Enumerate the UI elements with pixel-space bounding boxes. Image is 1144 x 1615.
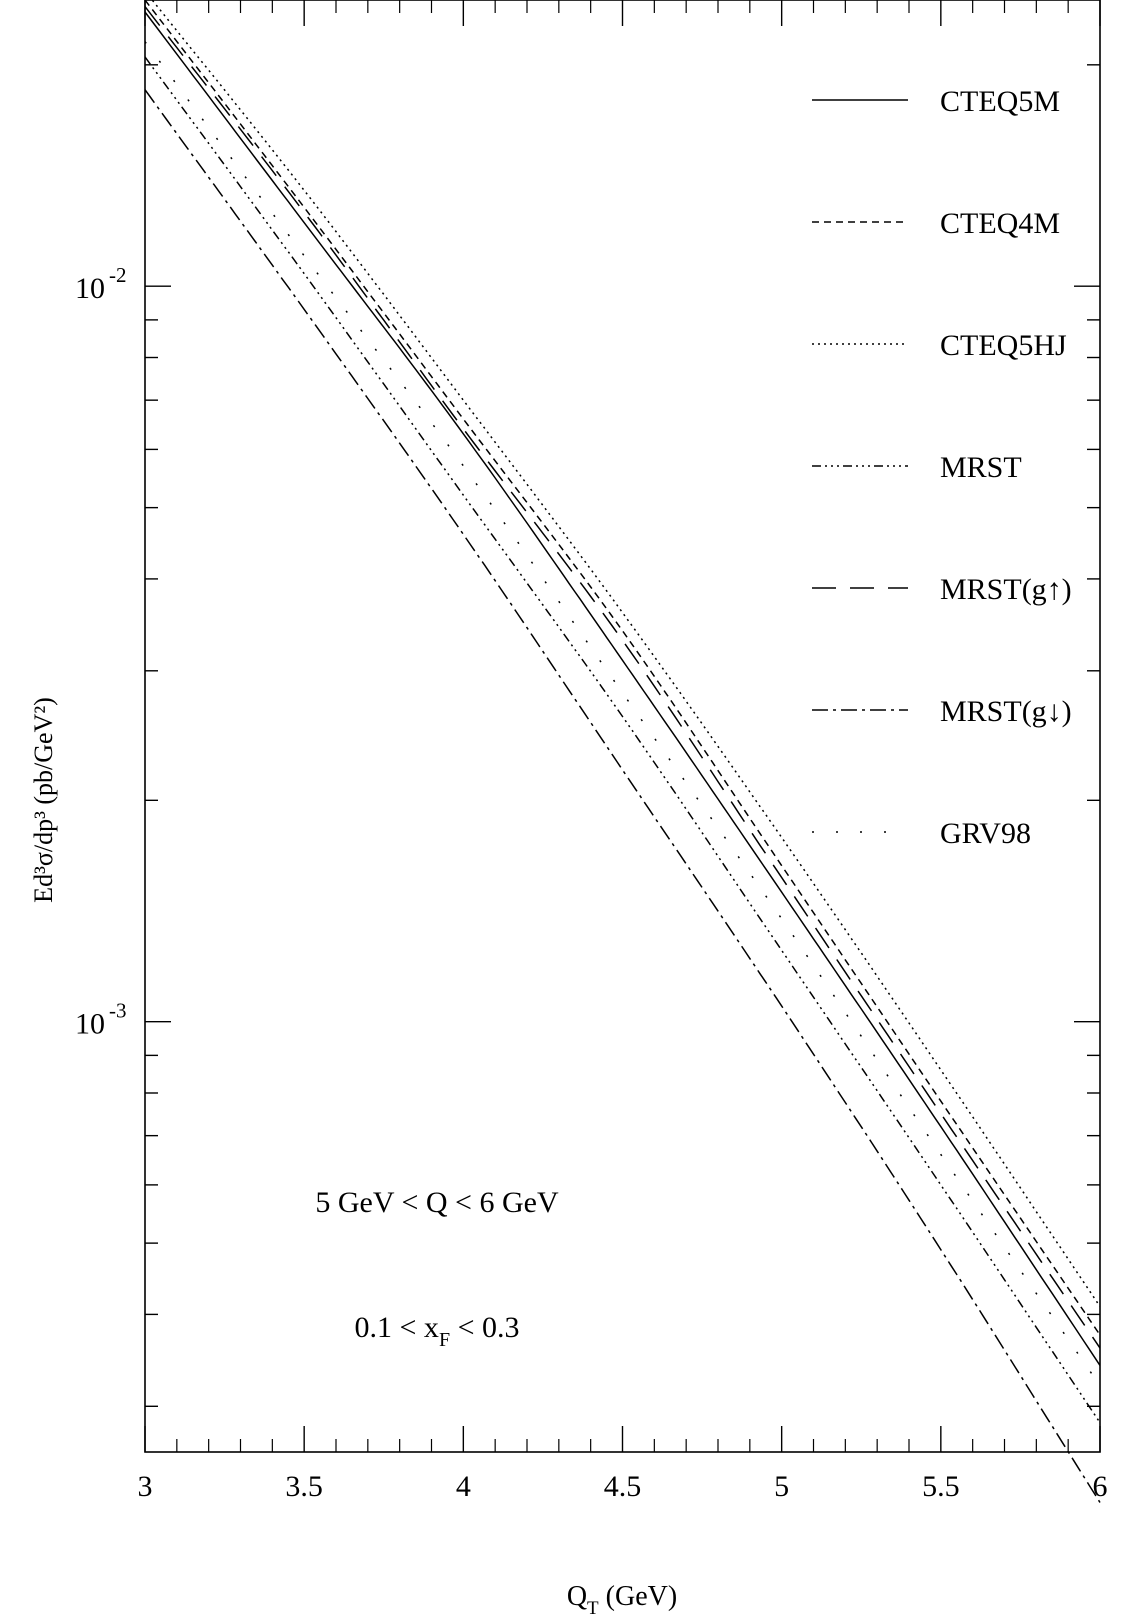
series-line-mrst xyxy=(144,56,1101,1424)
legend-label: CTEQ5M xyxy=(940,85,1060,118)
legend-label: MRST(g↓) xyxy=(940,695,1072,728)
x-tick-label: 6 xyxy=(1093,1470,1108,1503)
y-axis-label: Ed³σ/dp³ (pb/GeV²) xyxy=(29,697,58,903)
x-tick-label: 4.5 xyxy=(604,1470,642,1503)
axis-ticks: 3 3.5 4 4.5 5 5.5 6 10-2 10-3 xyxy=(75,0,1108,1503)
legend-label: MRST(g↑) xyxy=(940,573,1072,606)
x-tick-label: 3.5 xyxy=(285,1470,323,1503)
y-tick-label: 10 -3 xyxy=(75,999,127,1041)
annotation-q-range: 5 GeV < Q < 6 GeV xyxy=(315,1186,559,1219)
legend-label: MRST xyxy=(940,451,1022,484)
x-tick-label: 3 xyxy=(138,1470,153,1503)
legend-label: CTEQ5HJ xyxy=(940,329,1067,362)
x-tick-label: 4 xyxy=(456,1470,471,1503)
y-tick-label: 10 -2 xyxy=(75,263,127,305)
series-lines xyxy=(144,0,1101,1503)
legend-label: GRV98 xyxy=(940,817,1031,850)
series-line-cteq4m xyxy=(144,0,1101,1336)
x-tick-label: 5.5 xyxy=(922,1470,960,1503)
series-line-grv98 xyxy=(144,41,1101,1387)
x-axis-label: QT (GeV) xyxy=(567,1581,677,1615)
annotations: 5 GeV < Q < 6 GeV 0.1 < xF < 0.3 xyxy=(315,1186,559,1351)
annotation-xf-range: 0.1 < xF < 0.3 xyxy=(355,1311,520,1351)
axis-labels: Ed³σ/dp³ (pb/GeV²) QT (GeV) xyxy=(29,697,677,1615)
series-line-mrst-g- xyxy=(144,89,1101,1503)
legend-label: CTEQ4M xyxy=(940,207,1060,240)
legend: CTEQ5M CTEQ4M CTEQ5HJ MRST MRST(g↑) MRST(g↓) G… xyxy=(812,85,1072,850)
x-tick-label: 5 xyxy=(774,1470,789,1503)
series-line-cteq5hj xyxy=(151,0,1101,1307)
series-line-cteq5m xyxy=(144,11,1101,1366)
